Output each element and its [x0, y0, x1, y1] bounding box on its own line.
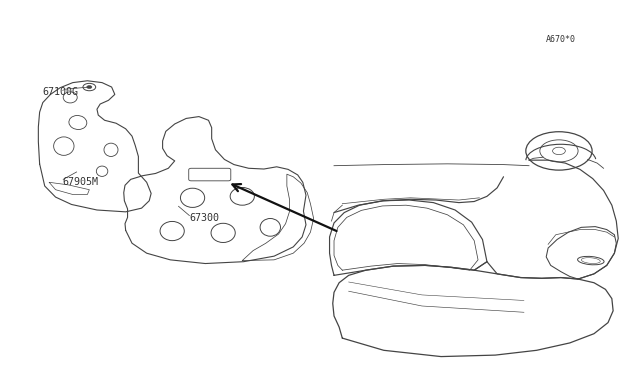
- Circle shape: [87, 86, 92, 89]
- Text: 67905M: 67905M: [62, 177, 98, 187]
- Text: A670*0: A670*0: [546, 35, 576, 44]
- Text: 67100G: 67100G: [43, 87, 79, 97]
- Text: 67300: 67300: [189, 214, 220, 224]
